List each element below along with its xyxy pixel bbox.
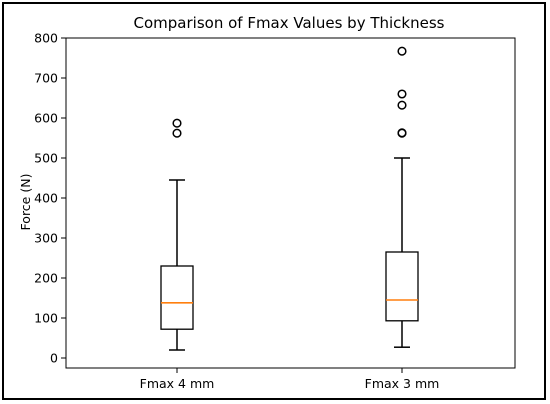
outlier-point — [397, 128, 407, 138]
iqr-box — [160, 265, 194, 330]
outlier-point — [397, 46, 407, 56]
y-tick-label: 0 — [50, 351, 58, 366]
x-tick-label: Fmax 4 mm — [140, 376, 215, 391]
chart-title: Comparison of Fmax Values by Thickness — [134, 14, 445, 32]
outlier-point — [397, 89, 407, 99]
y-tick-label: 300 — [34, 231, 58, 246]
y-tick-label: 500 — [34, 151, 58, 166]
plot-area: 0 100 200 300 400 500 600 700 800 Fmax 4 mm Fmax 3… — [34, 31, 516, 391]
y-axis-label: Force (N) — [18, 174, 33, 231]
y-tick-label: 800 — [34, 31, 58, 46]
outlier-point — [397, 100, 407, 110]
iqr-box — [385, 251, 419, 322]
y-tick-label: 100 — [34, 311, 58, 326]
y-tick-label: 700 — [34, 71, 58, 86]
outlier-point — [172, 128, 182, 138]
plot-axes-frame — [65, 37, 516, 369]
y-tick-label: 200 — [34, 271, 58, 286]
y-tick-label: 600 — [34, 111, 58, 126]
figure-frame — [2, 2, 546, 400]
y-tick-label: 400 — [34, 191, 58, 206]
x-tick-label: Fmax 3 mm — [365, 376, 440, 391]
outlier-point — [172, 118, 182, 128]
